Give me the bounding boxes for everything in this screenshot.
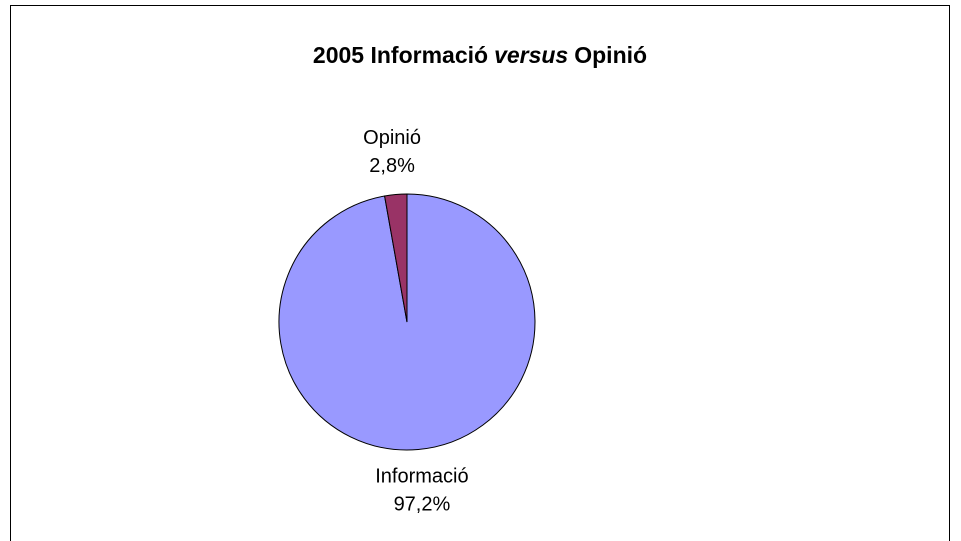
slice-value-label: 2,8%: [369, 155, 415, 177]
chart-title: 2005 Informació versus Opinió: [313, 42, 647, 68]
title-part: 2005 Informació: [313, 42, 488, 68]
slice-value-label: 97,2%: [394, 494, 451, 516]
title-part: versus: [494, 42, 568, 68]
slice-label: Informació: [375, 466, 468, 488]
title-part: Opinió: [574, 42, 647, 68]
pie-slice: [384, 193, 408, 323]
slice-label: Opinió: [363, 127, 421, 149]
